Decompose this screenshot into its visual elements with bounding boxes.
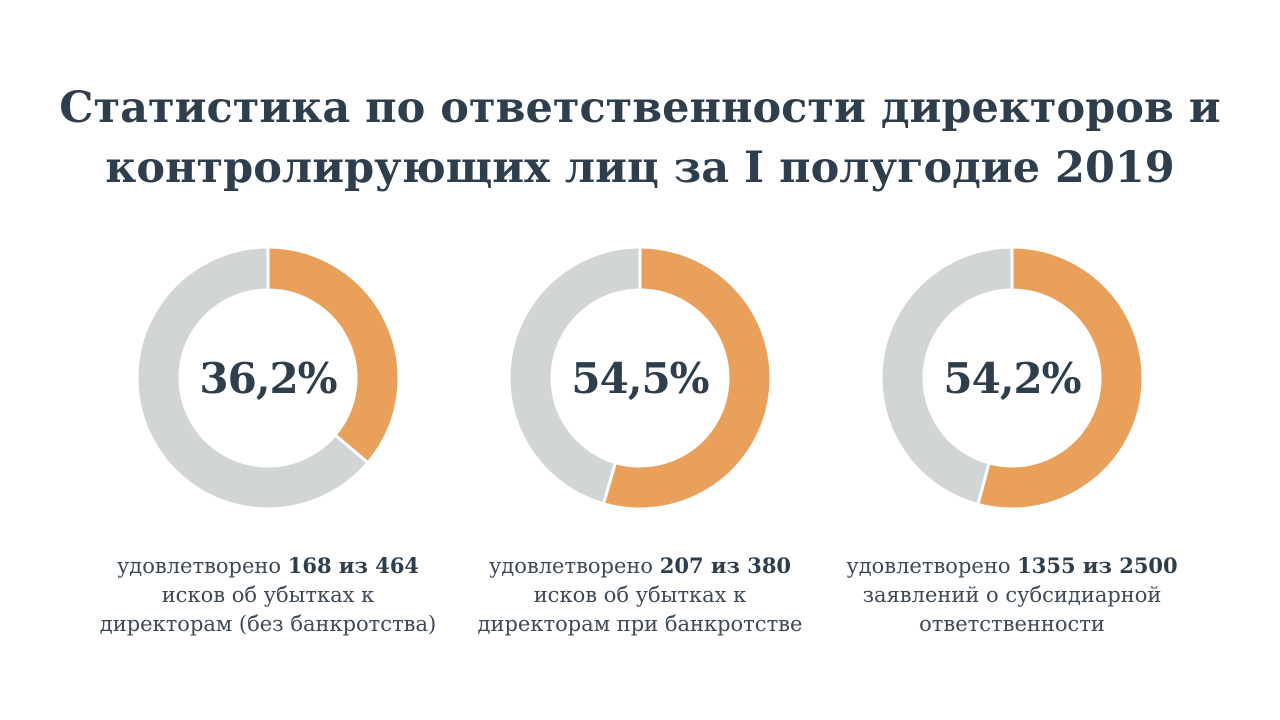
donut-3-remainder-segment xyxy=(879,245,1014,507)
caption-1-count: 168 из 464 xyxy=(287,553,420,578)
donut-percent-label-1: 36,2% xyxy=(199,353,337,403)
caption-2-line-2: исков об убытках к xyxy=(533,583,747,607)
title-line-1: Статистика по ответственности директоров… xyxy=(59,83,1221,133)
caption-3-line-2: заявлений о субсидиарной xyxy=(862,583,1162,607)
donut-1-highlight-segment xyxy=(266,245,401,465)
donut-svg-1 xyxy=(135,245,401,511)
caption-2-prefix: удовлетворено xyxy=(488,554,654,578)
caption-1: удовлетворено 168 из 464 исков об убытка… xyxy=(78,551,458,639)
caption-1-line-2: исков об убытках к xyxy=(161,583,375,607)
donut-2-highlight-segment xyxy=(601,245,773,511)
caption-2: удовлетворено 207 из 380 исков об убытка… xyxy=(450,551,830,639)
caption-3-line-3: ответственности xyxy=(919,612,1105,636)
caption-1-line-1: удовлетворено 168 из 464 xyxy=(78,551,458,581)
donut-2-remainder-segment xyxy=(507,245,642,506)
caption-2-line-3: директорам при банкротстве xyxy=(477,612,803,636)
donut-chart-2: 54,5% xyxy=(505,243,775,513)
caption-1-line-3: директорам (без банкротства) xyxy=(99,612,437,636)
caption-3-count: 1355 из 2500 xyxy=(1017,553,1178,578)
donut-3-highlight-segment xyxy=(975,245,1145,511)
page-title: Статистика по ответственности директоров… xyxy=(40,78,1240,198)
donut-percent-label-2: 54,5% xyxy=(571,353,709,403)
caption-1-prefix: удовлетворено xyxy=(116,554,282,578)
donut-chart-1: 36,2% xyxy=(133,243,403,513)
caption-3-prefix: удовлетворено xyxy=(846,554,1011,578)
caption-2-count: 207 из 380 xyxy=(659,553,792,578)
caption-3: удовлетворено 1355 из 2500 заявлений о с… xyxy=(822,551,1202,639)
caption-3-line-1: удовлетворено 1355 из 2500 xyxy=(822,551,1202,581)
donut-svg-2 xyxy=(507,245,773,511)
donut-svg-3 xyxy=(879,245,1145,511)
donut-chart-3: 54,2% xyxy=(877,243,1147,513)
donut-percent-label-3: 54,2% xyxy=(943,353,1081,403)
donut-1-remainder-segment xyxy=(135,245,370,511)
caption-2-line-1: удовлетворено 207 из 380 xyxy=(450,551,830,581)
title-line-2: контролирующих лиц за I полугодие 2019 xyxy=(105,143,1175,193)
